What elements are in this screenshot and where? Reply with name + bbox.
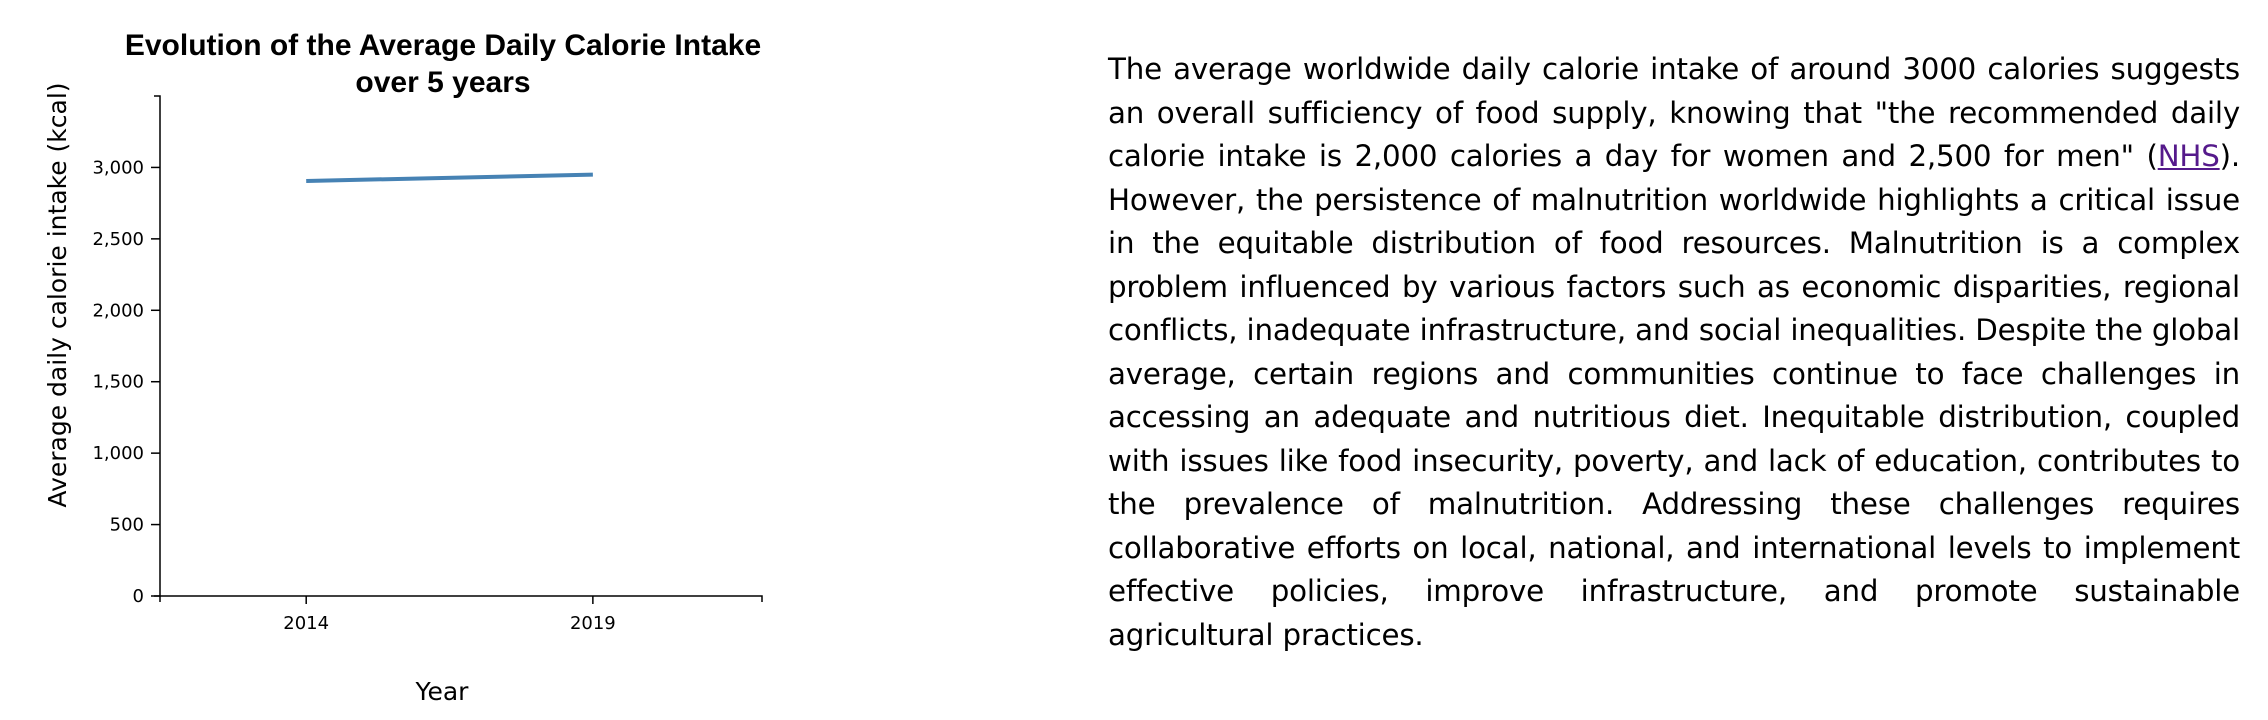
calorie-chart: Evolution of the Average Daily Calorie I… (0, 0, 900, 720)
y-axis-line (154, 95, 161, 597)
x-axis-line (159, 595, 763, 602)
series-layer (306, 172, 593, 183)
y-tick-label: 0 (133, 586, 144, 607)
y-tick-label: 1,000 (92, 443, 144, 464)
description-paragraph: The average worldwide daily calorie inta… (1108, 48, 2240, 657)
paragraph-text-after-link: ). However, the persistence of malnutrit… (1108, 139, 2240, 652)
y-axis: 0 500 1,000 1,500 2,000 2,500 3,000 (92, 95, 161, 607)
chart-title-line-1: Evolution of the Average Daily Calorie I… (125, 29, 761, 62)
nhs-link[interactable]: NHS (2157, 139, 2220, 173)
x-axis-label: Year (415, 677, 470, 706)
chart-title-line-2: over 5 years (355, 66, 530, 99)
y-tick-label: 3,000 (92, 157, 144, 178)
chart-svg: Evolution of the Average Daily Calorie I… (43, 29, 763, 706)
x-axis: 2014 2019 (159, 595, 763, 634)
y-tick-label: 2,500 (92, 229, 144, 250)
y-axis-label: Average daily calorie intake (kcal) (43, 82, 72, 507)
y-tick-label: 1,500 (92, 372, 144, 393)
y-tick-label: 500 (110, 515, 144, 536)
paragraph-text-before-link: The average worldwide daily calorie inta… (1108, 52, 2240, 173)
y-tick-label: 2,000 (92, 300, 144, 321)
calorie-intake-line (306, 172, 593, 183)
x-tick-label: 2019 (570, 613, 616, 634)
x-tick-label: 2014 (283, 613, 329, 634)
